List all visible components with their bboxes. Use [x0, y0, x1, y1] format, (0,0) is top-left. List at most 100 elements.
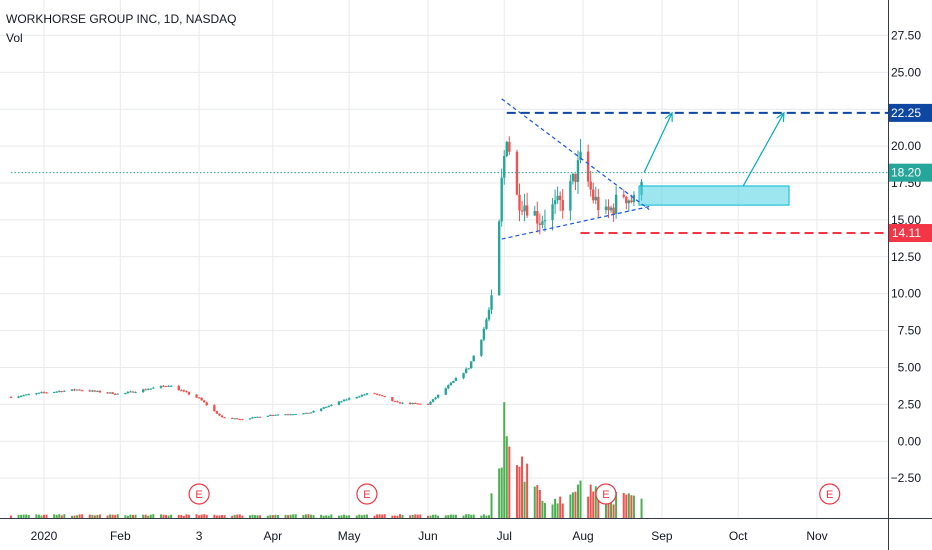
volume-bar: [187, 514, 190, 518]
time-tick-label: 3: [196, 529, 203, 543]
candle-body: [131, 391, 135, 393]
volume-bar: [515, 465, 518, 518]
candle-body: [17, 396, 20, 398]
volume-bar: [480, 515, 483, 518]
volume-bar: [343, 514, 346, 518]
volume-bar: [622, 492, 625, 518]
candle-body: [40, 392, 43, 394]
level-label: 18.20: [891, 166, 921, 180]
candle-body: [167, 386, 170, 388]
candle-body: [434, 397, 437, 400]
candle-body: [487, 309, 491, 320]
candle-body: [378, 394, 381, 396]
volume-bar: [269, 515, 272, 518]
volume-bar: [470, 514, 473, 518]
candle-body: [609, 207, 613, 211]
volume-bar: [223, 515, 226, 518]
candle-body: [586, 151, 590, 182]
volume-bar: [40, 515, 43, 518]
candle-body: [485, 319, 488, 329]
candle-body: [289, 414, 292, 416]
volume-bar: [383, 514, 386, 518]
candle-body: [469, 361, 473, 369]
candle-body: [251, 417, 254, 419]
candle-body: [197, 397, 201, 399]
candle-body: [358, 396, 361, 398]
volume-bar: [627, 493, 630, 518]
volume-bar: [398, 514, 401, 518]
price-tick-label: 10.00: [891, 287, 921, 301]
candle-body: [55, 391, 58, 393]
volume-bar: [551, 504, 554, 518]
candle-body: [592, 189, 595, 201]
volume-bar: [276, 514, 279, 518]
candle-body: [411, 403, 414, 405]
volume-bar: [625, 494, 628, 518]
candle-body: [236, 418, 239, 420]
volume-bar: [508, 446, 511, 518]
volume-bar: [88, 514, 91, 518]
candle-body: [294, 414, 297, 416]
volume-bar: [518, 466, 521, 518]
candle-body: [391, 397, 394, 401]
volume-bar: [376, 514, 379, 518]
volume-bar: [538, 489, 541, 518]
candle-body: [607, 206, 610, 211]
volume-bar: [487, 515, 490, 518]
candle-body: [116, 393, 119, 395]
volume-bar: [337, 515, 340, 518]
candle-body: [497, 221, 501, 296]
volume-bar: [533, 486, 536, 518]
candle-body: [304, 412, 308, 414]
volume-bar: [76, 515, 79, 518]
volume-bar: [541, 500, 544, 518]
volume-bar: [70, 515, 73, 518]
volume-bar: [9, 515, 12, 518]
candle-body: [233, 418, 236, 420]
candle-body: [205, 402, 208, 406]
candle-body: [291, 414, 295, 416]
volume-bar: [302, 515, 305, 518]
candle-body: [218, 413, 221, 416]
volume-bar: [472, 514, 475, 518]
projection-arrow-head: [776, 111, 785, 122]
candle-body: [253, 416, 257, 418]
volume-bar: [98, 514, 101, 518]
volume-bar: [409, 515, 412, 518]
candles-group: [9, 136, 643, 421]
candle-body: [78, 389, 81, 391]
volume-bar: [381, 514, 384, 518]
candle-body: [408, 402, 412, 404]
candle-body: [419, 403, 422, 405]
candle-body: [558, 195, 562, 201]
candle-body: [182, 390, 186, 392]
volume-bar: [589, 484, 592, 518]
volume-bar: [73, 515, 76, 518]
candle-body: [113, 393, 117, 395]
volume-bar: [485, 515, 488, 518]
volume-bar: [241, 515, 244, 518]
candle-body: [416, 403, 419, 405]
volume-bar: [556, 503, 559, 518]
candle-body: [63, 390, 66, 392]
volume-bar: [27, 514, 30, 518]
volume-bar: [205, 514, 208, 518]
candle-body: [505, 141, 508, 157]
candle-body: [551, 204, 554, 221]
volume-bar: [592, 491, 595, 518]
volume-bar: [307, 514, 310, 518]
volume-bar: [579, 480, 582, 518]
earnings-marker-label: E: [602, 489, 609, 501]
volume-bar: [348, 515, 351, 518]
volume-bar: [177, 514, 180, 518]
price-tick-label: 5.00: [898, 360, 922, 374]
candle-body: [518, 194, 521, 211]
candle-body: [162, 385, 165, 387]
volume-bar: [304, 514, 307, 518]
candle-body: [429, 401, 432, 405]
candle-body: [106, 392, 109, 394]
candle-body: [426, 403, 430, 405]
projection-arrow-head: [664, 111, 673, 122]
volume-bar: [467, 514, 470, 518]
